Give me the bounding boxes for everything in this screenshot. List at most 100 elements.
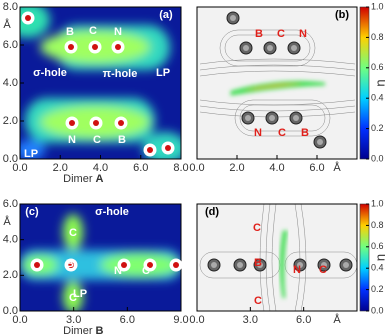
colorbar-tick-label: 0.0	[371, 305, 384, 315]
annotation: N	[114, 26, 122, 38]
annotation: B	[255, 28, 263, 40]
annotation: σ-hole	[33, 67, 67, 79]
annotation: LP	[73, 288, 87, 300]
atom	[317, 139, 323, 145]
annotation: N	[68, 134, 76, 146]
x-tick-label: 6.0	[309, 162, 324, 174]
annotation: LP	[24, 148, 38, 160]
atom	[34, 262, 40, 268]
annotation: C	[69, 227, 77, 239]
annotation: C	[142, 265, 150, 277]
annotation: π-hole	[103, 68, 138, 80]
x-tick-label: 8.0	[173, 162, 188, 174]
x-axis-title: Dimer	[63, 173, 93, 185]
x-tick-label: 6.0	[296, 314, 311, 326]
y-tick-label: 2.0	[3, 269, 18, 281]
x-tick-label: 0.0	[12, 162, 27, 174]
atom	[237, 262, 243, 268]
colorbar-title: η	[372, 79, 385, 86]
colorbar	[359, 6, 370, 160]
colorbar-tick-label: 1.0	[371, 198, 384, 208]
atom	[293, 115, 299, 121]
x-tick-label: 9.0	[173, 314, 188, 326]
colorbar-tick-label: 0.4	[371, 93, 384, 103]
annotation: N	[293, 264, 301, 276]
atom	[93, 120, 99, 126]
y-unit: Å	[3, 18, 11, 31]
panel-label: (d)	[205, 206, 219, 218]
panel-label: (b)	[335, 9, 349, 21]
atom	[230, 15, 236, 21]
x-tick-label: 0.0	[12, 314, 27, 326]
contour-d	[197, 204, 357, 311]
atom	[297, 262, 303, 268]
x-tick-label: 6.0	[133, 162, 148, 174]
panel-label: (c)	[25, 206, 39, 218]
x-tick-label: 4.0	[93, 162, 108, 174]
x-tick-label: 4.0	[269, 162, 284, 174]
annotation: σ-hole	[95, 206, 129, 218]
heatmap-c	[20, 204, 181, 311]
annotation: C	[319, 264, 327, 276]
annotation: C	[254, 295, 262, 307]
colorbar-tick-label: 1.0	[371, 1, 384, 11]
atom	[92, 44, 98, 50]
y-tick-label: 2.0	[3, 115, 18, 127]
x-unit: Å	[333, 313, 341, 326]
atom	[343, 262, 349, 268]
colorbar-tick-label: 0.6	[371, 62, 384, 72]
x-axis-title: Dimer	[63, 325, 93, 336]
x-tick-label: 0.0	[189, 162, 204, 174]
annotation: B	[66, 258, 74, 270]
annotation: B	[118, 134, 126, 146]
atom	[245, 115, 251, 121]
annotation: C	[69, 292, 77, 304]
x-tick-label: 3.0	[243, 314, 258, 326]
annotation: C	[253, 222, 261, 234]
y-tick-label: 0.0	[3, 305, 18, 317]
atom	[147, 262, 153, 268]
y-tick-label: 8.0	[3, 1, 18, 13]
atom	[321, 262, 327, 268]
atom	[165, 145, 171, 151]
y-tick-label: 4.0	[3, 234, 18, 246]
atom	[115, 44, 121, 50]
colorbar-tick-label: 0.8	[371, 220, 384, 230]
atom	[68, 262, 74, 268]
x-tick-label: 0.0	[189, 314, 204, 326]
annotation: B	[301, 127, 309, 139]
annotation: N	[299, 28, 307, 40]
colorbar-tick-label: 0.4	[371, 263, 384, 273]
annotation: C	[89, 25, 97, 37]
annotation: N	[114, 265, 122, 277]
atom	[68, 44, 74, 50]
y-tick-label: 4.0	[3, 77, 18, 89]
atom	[267, 45, 273, 51]
annotation: C	[93, 134, 101, 146]
annotation: B	[254, 257, 262, 269]
annotation: N	[254, 127, 262, 139]
x-tick-label: 6.0	[120, 314, 135, 326]
atom	[257, 262, 263, 268]
atom	[211, 262, 217, 268]
colorbar-tick-label: 0.0	[371, 153, 384, 163]
annotation: LP	[156, 67, 170, 79]
atom	[269, 115, 275, 121]
x-tick-label: 2.0	[229, 162, 244, 174]
atom	[147, 147, 153, 153]
colorbar-tick-label: 0.2	[371, 123, 384, 133]
y-tick-label: 6.0	[3, 198, 18, 210]
x-unit: Å	[333, 161, 341, 174]
colorbar-tick-label: 0.6	[371, 241, 384, 251]
x-tick-label: 3.0	[66, 314, 81, 326]
y-tick-label: 6.0	[3, 39, 18, 51]
annotation: C	[278, 127, 286, 139]
colorbar	[359, 203, 370, 312]
y-unit: Å	[3, 215, 11, 228]
x-axis-title-name: A	[96, 173, 104, 185]
x-tick-label: 2.0	[53, 162, 68, 174]
colorbar-title: η	[372, 254, 385, 261]
annotation: C	[277, 28, 285, 40]
colorbar-tick-label: 0.2	[371, 284, 384, 294]
